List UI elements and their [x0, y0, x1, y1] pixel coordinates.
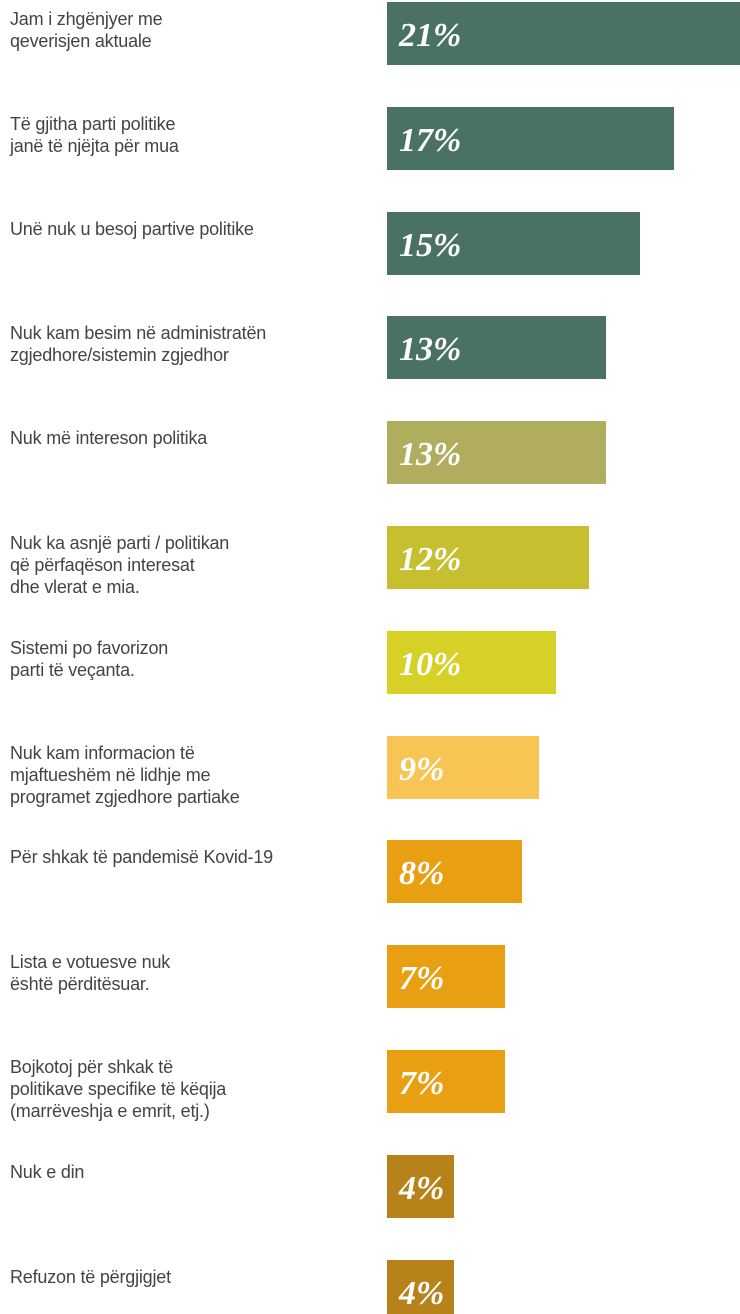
value-label: 4% — [399, 1169, 445, 1207]
value-label: 13% — [399, 331, 462, 369]
value-label: 10% — [399, 645, 462, 683]
category-label: Refuzon të përgjigjet — [10, 1266, 171, 1287]
value-label: 12% — [399, 541, 462, 578]
category-label: Sistemi po favorizon parti të veçanta. — [10, 637, 169, 680]
bar — [387, 1259, 455, 1314]
bar — [387, 735, 539, 799]
bar — [387, 526, 590, 589]
bar — [387, 211, 640, 275]
bar — [387, 421, 607, 485]
category-label: Nuk kam informacion të mjaftueshëm në li… — [10, 742, 240, 807]
category-label: Nuk e din — [10, 1161, 85, 1182]
value-label: 15% — [399, 226, 462, 264]
bar — [387, 1154, 455, 1218]
category-label: Për shkak të pandemisë Kovid-19 — [10, 847, 273, 868]
value-label: 8% — [399, 855, 445, 893]
value-label: 9% — [399, 750, 445, 788]
value-label: 21% — [399, 17, 462, 54]
category-label: Bojkotoj për shkak të politikave specifi… — [10, 1057, 227, 1121]
bar — [387, 316, 607, 380]
category-label: Jam i zhgënjyer me qeverisjen aktuale — [10, 9, 163, 51]
value-label: 17% — [399, 121, 462, 159]
category-label: Nuk më intereson politika — [10, 428, 208, 449]
bar — [387, 630, 556, 694]
value-label: 7% — [399, 1065, 445, 1102]
value-label: 4% — [399, 1274, 445, 1312]
category-label: Unë nuk u besoj partive politike — [10, 218, 254, 239]
bar — [387, 840, 522, 904]
value-label: 7% — [399, 960, 445, 998]
bar — [387, 1050, 505, 1113]
category-label: Të gjitha parti politike janë të njëjta … — [10, 113, 179, 156]
bar — [387, 945, 505, 1009]
value-label: 13% — [399, 436, 462, 474]
category-label: Lista e votuesve nuk është përditësuar. — [10, 952, 171, 995]
bar — [387, 106, 674, 170]
category-label: Nuk kam besim në administratën zgjedhore… — [10, 323, 267, 366]
category-label: Nuk ka asnjë parti / politikan që përfaq… — [10, 533, 230, 597]
bar — [387, 2, 740, 65]
